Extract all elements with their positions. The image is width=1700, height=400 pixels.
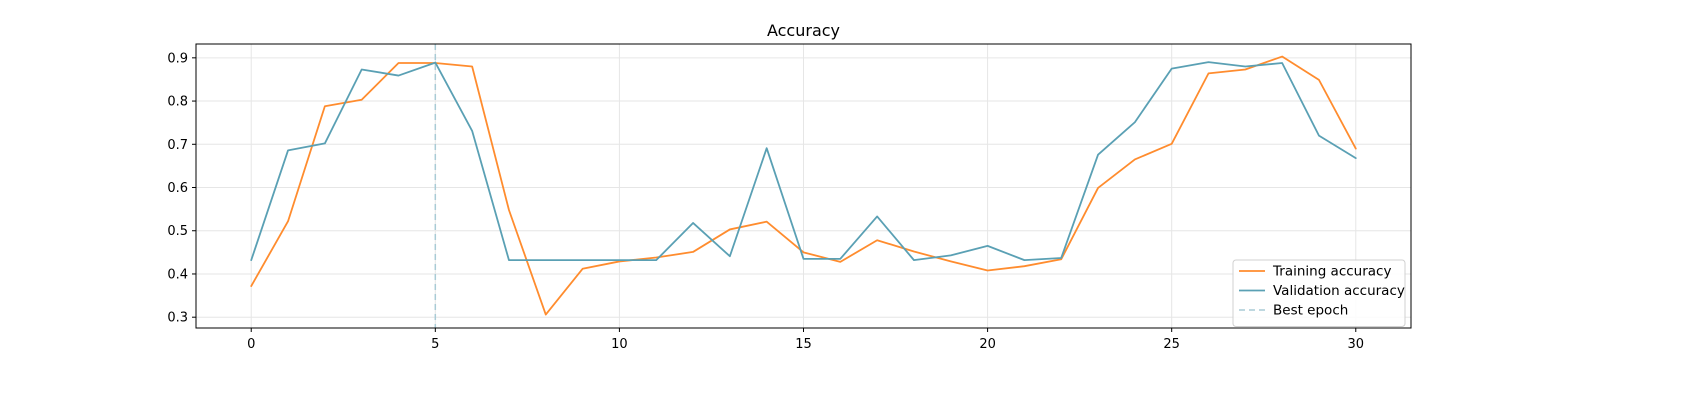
y-tick-label: 0.7 [167,138,188,153]
y-tick-label: 0.3 [167,311,188,326]
grid [196,44,1411,328]
legend-label: Best epoch [1273,303,1348,319]
x-tick-label: 5 [431,337,439,352]
series-lines [250,55,1357,316]
y-tick-label: 0.6 [167,181,188,196]
y-tick-label: 0.5 [167,224,188,239]
legend-label: Validation accuracy [1273,283,1405,299]
chart-title: Accuracy [767,21,840,40]
legend-items: Training accuracy Validation accuracy Best… [1239,264,1405,319]
axis-ticks: 0 5 10 15 20 25 30 0.3 0.4 0.5 0.6 0.7 0.8 0.9 [167,51,1364,352]
validation-accuracy-line [250,61,1357,262]
y-tick-label: 0.4 [167,267,188,282]
legend: Training accuracy Validation accuracy Best… [1232,259,1406,327]
x-tick-label: 25 [1163,337,1180,352]
y-tick-label: 0.9 [167,51,188,66]
legend-box [1232,259,1406,327]
y-tick-label: 0.8 [167,95,188,110]
x-tick-label: 20 [979,337,996,352]
x-tick-label: 30 [1347,337,1364,352]
legend-label: Training accuracy [1272,264,1391,280]
series-validation [250,61,1357,262]
x-tick-label: 15 [795,337,812,352]
x-tick-label: 10 [611,337,628,352]
x-tick-label: 0 [247,337,255,352]
